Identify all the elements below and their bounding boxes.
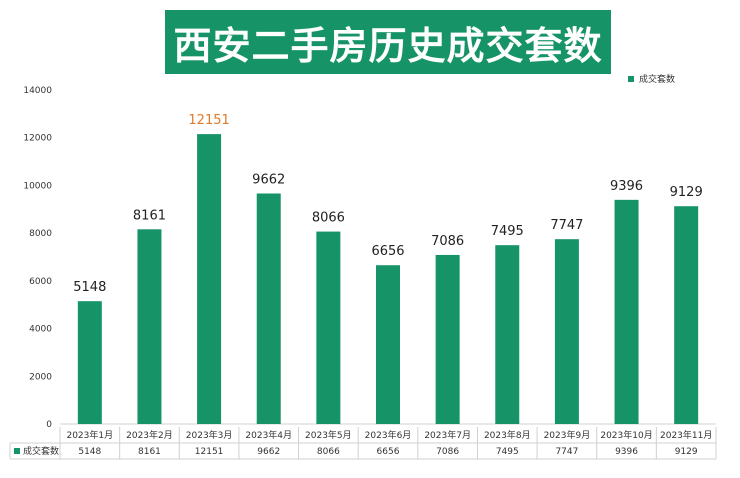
y-tick-label: 10000 xyxy=(23,181,52,191)
bar-value-label: 7495 xyxy=(491,224,524,239)
table-value: 7747 xyxy=(555,447,578,457)
x-tick-label: 2023年9月 xyxy=(544,429,591,441)
table-value: 8161 xyxy=(138,447,161,457)
bar xyxy=(554,239,579,424)
legend-swatch xyxy=(628,75,634,82)
bar xyxy=(495,245,520,424)
x-tick-label: 2023年1月 xyxy=(66,429,113,441)
table-value: 9662 xyxy=(257,447,280,457)
y-tick-label: 0 xyxy=(46,420,52,430)
bar-value-label: 9662 xyxy=(252,172,285,187)
bar xyxy=(77,301,102,424)
bar-value-label: 7086 xyxy=(431,234,464,249)
x-tick-label: 2023年3月 xyxy=(186,429,233,441)
bar xyxy=(137,229,162,424)
x-tick-label: 2023年5月 xyxy=(305,429,352,441)
x-tick-label: 2023年2月 xyxy=(126,429,173,441)
y-tick-label: 12000 xyxy=(23,134,52,144)
bar xyxy=(197,134,222,424)
x-tick-label: 2023年10月 xyxy=(600,429,652,441)
bar xyxy=(316,231,341,424)
x-tick-label: 2023年7月 xyxy=(424,429,471,441)
table-value: 6656 xyxy=(377,447,400,457)
x-tick-label: 2023年4月 xyxy=(245,429,292,441)
table-legend-swatch xyxy=(14,448,20,454)
x-tick-label: 2023年6月 xyxy=(365,429,412,441)
y-tick-label: 14000 xyxy=(23,86,52,96)
bar-value-label: 6656 xyxy=(371,244,404,259)
bar-value-label: 8066 xyxy=(312,211,345,226)
bar-value-label: 9396 xyxy=(610,179,643,194)
table-value: 9396 xyxy=(615,447,638,457)
y-tick-label: 6000 xyxy=(29,277,52,287)
x-tick-label: 2023年11月 xyxy=(660,429,712,441)
bar xyxy=(376,265,400,424)
x-tick-label: 2023年8月 xyxy=(484,429,531,441)
chart-title: 西安二手房历史成交套数 xyxy=(165,10,611,74)
bar xyxy=(435,254,460,424)
bar-value-label: 9129 xyxy=(670,185,703,200)
bar-value-label: 5148 xyxy=(73,280,106,295)
table-value: 5148 xyxy=(78,447,101,457)
table-value: 9129 xyxy=(675,447,698,457)
bar-value-label: 7747 xyxy=(550,218,583,233)
bar xyxy=(614,199,639,424)
bar xyxy=(256,193,281,424)
legend-label: 成交套数 xyxy=(639,75,676,85)
table-value: 7086 xyxy=(436,447,459,457)
table-value: 12151 xyxy=(195,447,224,457)
table-value: 7495 xyxy=(496,447,519,457)
bar xyxy=(674,206,699,424)
table-value: 8066 xyxy=(317,447,340,457)
y-tick-label: 2000 xyxy=(29,372,52,382)
y-tick-label: 4000 xyxy=(29,325,52,335)
legend: 成交套数 xyxy=(628,72,675,85)
bar-value-label: 12151 xyxy=(188,113,229,128)
bar-value-label: 8161 xyxy=(133,208,166,223)
y-tick-label: 8000 xyxy=(29,229,52,239)
table-series-label: 成交套数 xyxy=(23,445,59,457)
